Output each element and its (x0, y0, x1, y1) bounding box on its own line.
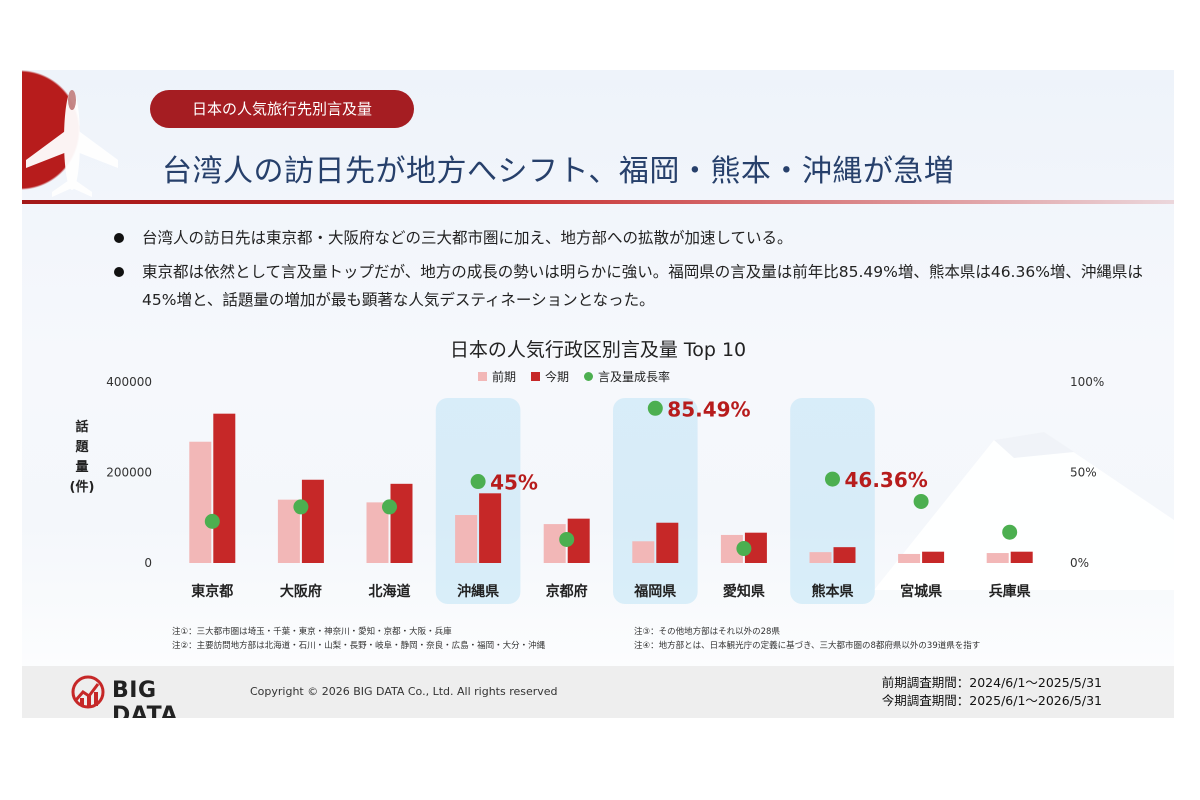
highlight-band (613, 398, 698, 604)
legend-label: 今期 (545, 369, 569, 384)
y-tick-label: 400000 (106, 375, 152, 389)
growth-rate-dot (559, 531, 575, 547)
growth-rate-dot (825, 471, 840, 487)
footer: BIG DATA Copyright © 2026 BIG DATA Co., … (22, 666, 1174, 718)
y-tick-label: 200000 (106, 466, 152, 480)
highlight-band (435, 398, 521, 604)
highlight-band (790, 398, 875, 604)
bullet-item: 東京都は依然として言及量トップだが、地方の成長の勢いは明らかに強い。福岡県の言及… (114, 258, 1164, 314)
growth-rate-dot (647, 400, 663, 416)
x-tick-label: 福岡県 (633, 583, 676, 600)
x-tick-label: 愛知県 (723, 583, 765, 600)
note-item: 注①：三大都市圏は埼玉・千葉・東京・神奈川・愛知・京都・大阪・兵庫 (172, 627, 452, 637)
growth-rate-dot (470, 474, 486, 490)
bar-previous (366, 502, 389, 563)
x-tick-label: 沖縄県 (457, 583, 499, 600)
bar-current (390, 483, 413, 563)
airplane-icon (26, 90, 118, 197)
company-logo: BIG DATA (70, 674, 230, 718)
x-tick-label: 北海道 (369, 583, 411, 600)
notes-right: 注③：その他地方部はそれ以外の28県 注④：地方部とは、日本観光庁の定義に基づき… (634, 625, 980, 653)
bar-current (744, 532, 767, 563)
bar-current (301, 479, 324, 563)
legend-label: 言及量成長率 (598, 369, 670, 384)
bar-current (567, 518, 590, 563)
note-item: 注②：主要訪問地方部は北海道・石川・山梨・長野・岐阜・静岡・奈良・広島・福岡・大… (172, 641, 546, 651)
note-item: 注③：その他地方部はそれ以外の28県 (634, 627, 780, 637)
bar-previous (898, 553, 921, 563)
y2-tick-label: 0% (1070, 556, 1089, 570)
bar-current (479, 493, 502, 563)
big-data-logo-icon (71, 675, 105, 709)
legend-swatch (531, 372, 540, 381)
y-axis-label: 題 (75, 440, 89, 455)
bar-current (833, 547, 856, 563)
y2-tick-label: 100% (1070, 375, 1104, 389)
legend-swatch (478, 372, 487, 381)
bar-previous (277, 499, 300, 563)
y2-tick-label: 50% (1070, 466, 1097, 480)
y-axis-label: 量 (75, 460, 88, 475)
title-underline (22, 200, 1174, 204)
bar-previous (720, 534, 743, 563)
y-tick-label: 0 (144, 556, 152, 570)
bar-previous (455, 515, 478, 563)
bullet-text: 東京都は依然として言及量トップだが、地方の成長の勢いは明らかに強い。福岡県の言及… (142, 263, 1143, 309)
notes-left: 注①：三大都市圏は埼玉・千葉・東京・神奈川・愛知・京都・大阪・兵庫 注②：主要訪… (172, 625, 545, 653)
x-tick-label: 兵庫県 (989, 583, 1031, 600)
mount-fuji-icon (874, 432, 1174, 590)
bar-previous (543, 524, 566, 563)
x-tick-label: 大阪府 (280, 583, 322, 600)
legend-label: 前期 (492, 369, 516, 384)
bar-previous (809, 552, 832, 563)
growth-rate-label: 45% (490, 471, 538, 495)
bar-current (1010, 551, 1033, 563)
growth-rate-dot (1002, 524, 1018, 540)
growth-rate-dot (293, 499, 309, 515)
bar-current (922, 551, 945, 563)
bar-previous (632, 541, 655, 563)
bar-previous (986, 553, 1009, 563)
bar-previous (189, 441, 212, 563)
x-tick-label: 東京都 (191, 583, 233, 600)
bar-current (656, 522, 679, 563)
growth-rate-dot (736, 541, 752, 557)
note-item: 注④：地方部とは、日本観光庁の定義に基づき、三大都市圏の8都府県以外の39道県を… (634, 641, 981, 651)
bullet-dot (114, 267, 124, 277)
y-axis-label: 話 (75, 419, 88, 435)
x-tick-label: 宮城県 (900, 583, 942, 600)
x-tick-label: 京都府 (546, 583, 588, 600)
bullet-item: 台湾人の訪日先は東京都・大阪府などの三大都市圏に加え、地方部への拡散が加速してい… (114, 224, 1164, 252)
page-title: 台湾人の訪日先が地方へシフト、福岡・熊本・沖縄が急増 (162, 154, 955, 189)
logo-text: BIG DATA (112, 678, 178, 718)
growth-rate-dot (382, 499, 397, 515)
copyright: Copyright © 2026 BIG DATA Co., Ltd. All … (250, 685, 558, 698)
bullet-text: 台湾人の訪日先は東京都・大阪府などの三大都市圏に加え、地方部への拡散が加速してい… (142, 229, 793, 247)
bullet-dot (114, 233, 124, 243)
period-previous: 前期調査期間：2024/6/1～2025/5/31 (881, 675, 1102, 690)
growth-rate-dot (913, 493, 929, 509)
period-current: 今期調査期間：2025/6/1～2026/5/31 (881, 693, 1102, 708)
bar-current (213, 413, 236, 563)
growth-rate-label: 46.36% (845, 468, 928, 492)
bar-chart: 日本の人気行政区別言及量 Top 10 前期 今期 言及量成長率 400000 20000… (70, 339, 1104, 604)
y-axis-label: (件) (70, 479, 95, 495)
chart-title: 日本の人気行政区別言及量 Top 10 (450, 339, 746, 361)
bullet-list: 台湾人の訪日先は東京都・大阪府などの三大都市圏に加え、地方部への拡散が加速してい… (114, 224, 1164, 320)
growth-rate-dot (204, 513, 220, 529)
survey-periods: 前期調査期間：2024/6/1～2025/5/31 今期調査期間：2025/6/… (882, 674, 1102, 710)
legend-swatch (584, 372, 593, 381)
x-tick-label: 熊本県 (812, 583, 854, 600)
slide: 日本の人気旅行先別言及量 台湾人の訪日先が地方へシフト、福岡・熊本・沖縄が急増 … (22, 70, 1174, 718)
growth-rate-label: 85.49% (667, 397, 750, 421)
section-tag: 日本の人気旅行先別言及量 (150, 90, 414, 128)
